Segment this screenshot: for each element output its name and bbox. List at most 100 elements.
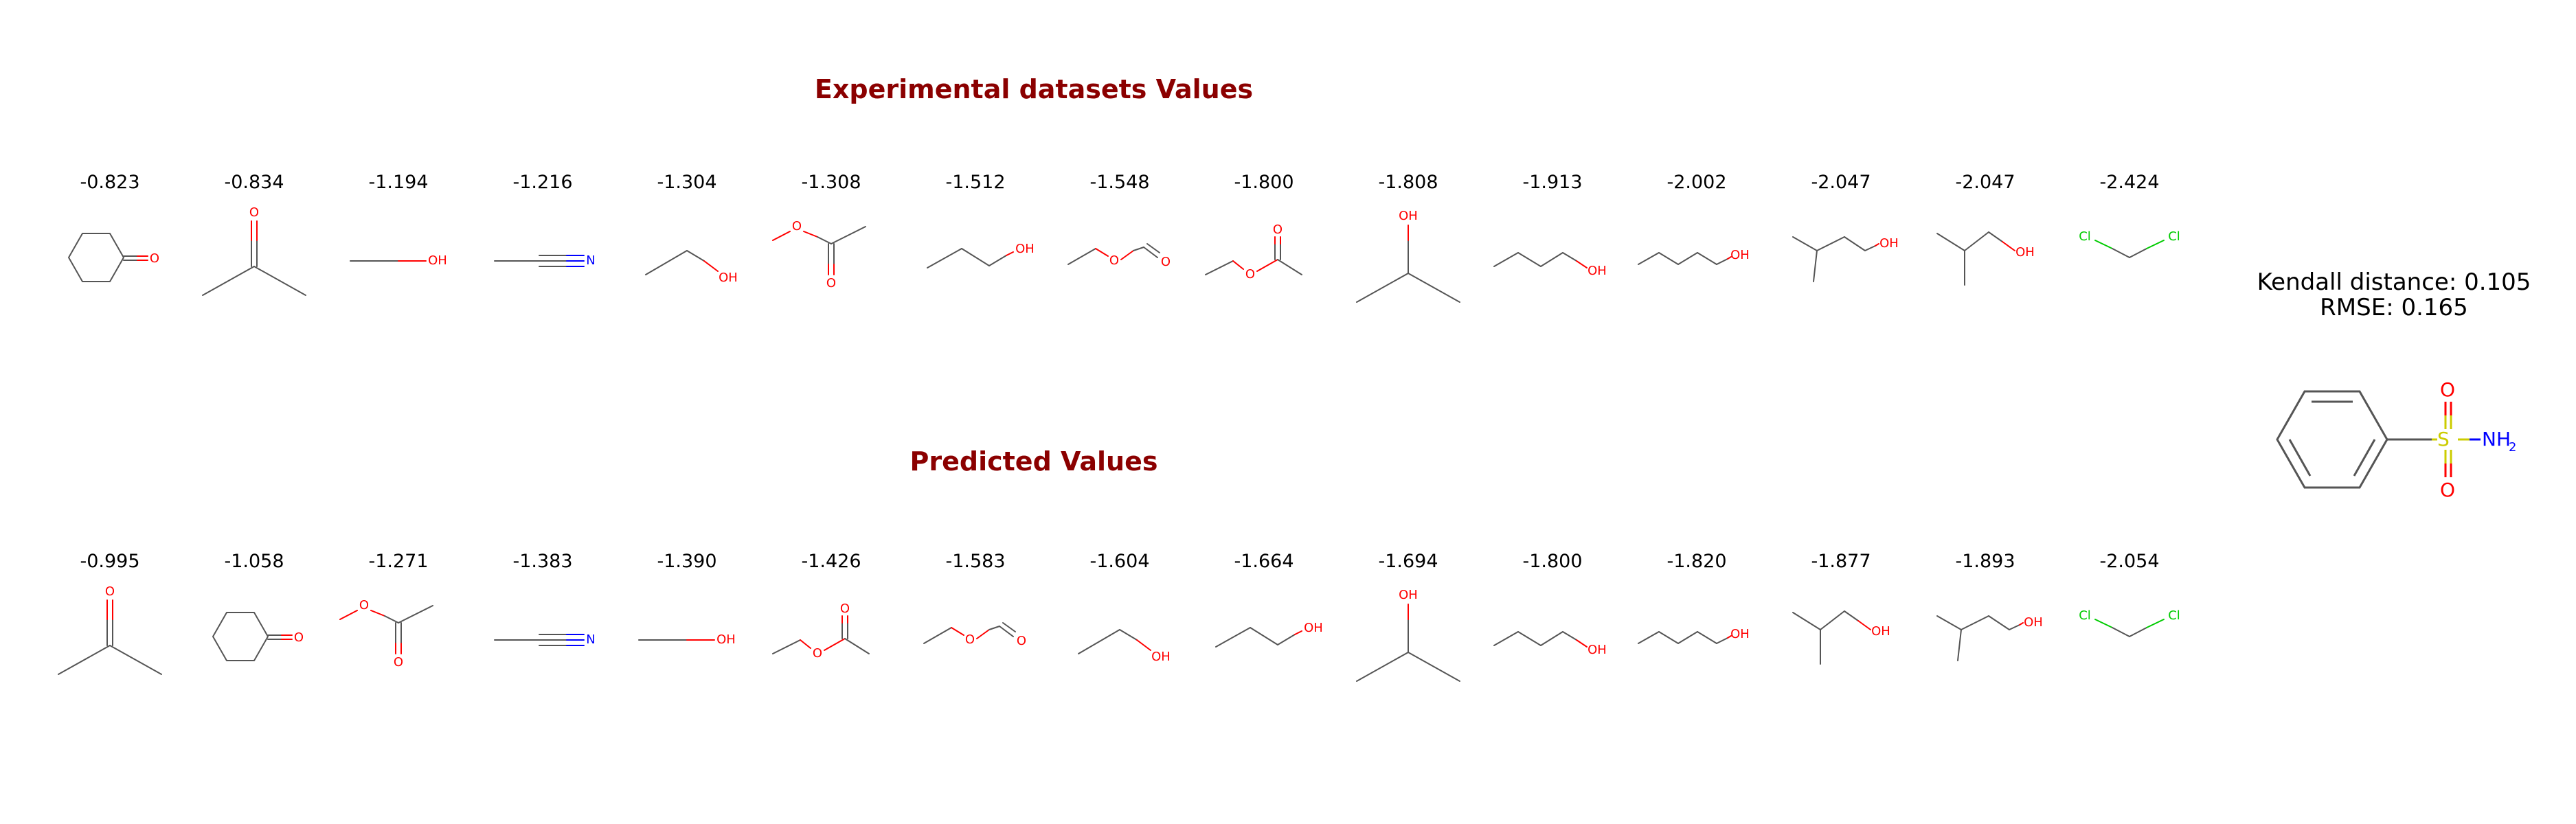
molecule-card: -1.820 OH bbox=[1625, 551, 1769, 729]
value-label: -2.047 bbox=[1811, 172, 1871, 193]
value-label: -1.893 bbox=[1955, 551, 2015, 572]
value-label: -1.800 bbox=[1234, 172, 1294, 193]
value-label: -1.308 bbox=[801, 172, 861, 193]
value-label: -2.002 bbox=[1667, 172, 1727, 193]
molecule-card: -0.995 O bbox=[38, 551, 182, 729]
molecule-card: -2.047 OH bbox=[1913, 172, 2057, 350]
structure-acetone: O bbox=[58, 584, 162, 675]
rmse: RMSE: 0.165 bbox=[2320, 294, 2468, 321]
oxygen-label: O bbox=[1161, 255, 1171, 269]
molecule-card: -1.426 O O bbox=[759, 551, 903, 729]
molecule-card: -1.694 OH bbox=[1336, 551, 1480, 729]
molecule-card: -1.664 OH bbox=[1192, 551, 1336, 729]
structure-propanol: OH bbox=[1215, 621, 1323, 648]
molecule-card: -1.913 OH bbox=[1480, 172, 1625, 350]
oxygen-label: O bbox=[105, 584, 115, 599]
molecule-card: -1.548 O O bbox=[1048, 172, 1192, 350]
value-label: -1.913 bbox=[1522, 172, 1583, 193]
structure-pentanol: OH bbox=[1638, 627, 1750, 644]
oxygen-label: O bbox=[394, 655, 403, 670]
hydroxyl-label: OH bbox=[2024, 615, 2043, 630]
oxygen-top-label: O bbox=[2440, 378, 2455, 401]
value-label: -0.995 bbox=[80, 551, 140, 572]
nitrogen-label: N bbox=[586, 632, 595, 647]
hydroxyl-label: OH bbox=[1871, 624, 1890, 639]
sulfur-label: S bbox=[2437, 428, 2450, 450]
value-label: -1.583 bbox=[945, 551, 1006, 572]
value-label: -1.271 bbox=[368, 551, 429, 572]
experimental-title: Experimental datasets Values bbox=[814, 74, 1254, 104]
oxygen-label: O bbox=[249, 205, 259, 220]
value-label: -1.216 bbox=[512, 172, 573, 193]
structure-ethanol: OH bbox=[645, 250, 738, 285]
molecule-card: -1.512 OH bbox=[903, 172, 1048, 350]
oxygen-label: O bbox=[792, 219, 802, 233]
molecule-card: -1.308 O O bbox=[759, 172, 903, 350]
hydroxyl-label: OH bbox=[1730, 248, 1750, 262]
oxygen-label: O bbox=[359, 598, 369, 613]
amine-label: NH bbox=[2482, 428, 2511, 450]
hydroxyl-label: OH bbox=[1588, 643, 1607, 657]
hydroxyl-label: OH bbox=[1151, 650, 1171, 664]
kendall-distance: Kendall distance: 0.105 bbox=[2257, 268, 2531, 296]
hydroxyl-label: OH bbox=[1588, 264, 1607, 278]
oxygen-label: O bbox=[1017, 634, 1026, 648]
molecule-card: -1.808 OH bbox=[1336, 172, 1480, 350]
chlorine-label: Cl bbox=[2168, 229, 2180, 244]
molecule-card: -2.002 OH bbox=[1625, 172, 1769, 350]
oxygen-label: O bbox=[813, 646, 822, 661]
value-label: -1.390 bbox=[657, 551, 717, 572]
structure-acetonitrile: N bbox=[494, 632, 596, 647]
oxygen-label: O bbox=[1273, 222, 1283, 237]
hydroxyl-label: OH bbox=[1015, 242, 1035, 256]
chlorine-label: Cl bbox=[2079, 229, 2091, 244]
molecule-card: -2.054 Cl Cl bbox=[2057, 551, 2202, 729]
hydroxyl-label: OH bbox=[719, 271, 738, 285]
structure-dichloroethane: Cl Cl bbox=[2079, 229, 2180, 258]
molecule-card: -1.390 OH bbox=[615, 551, 759, 729]
value-label: -1.383 bbox=[512, 551, 573, 572]
value-label: -1.808 bbox=[1378, 172, 1438, 193]
structure-isopentanol: OH bbox=[1936, 615, 2043, 661]
structure-isopropanol: OH bbox=[1356, 588, 1460, 682]
structure-methanol: OH bbox=[350, 253, 447, 268]
oxygen-bottom-label: O bbox=[2440, 479, 2455, 501]
structure-butanol: OH bbox=[1493, 631, 1607, 657]
hydroxyl-label: OH bbox=[1399, 588, 1418, 602]
molecule-card: -1.058 O bbox=[182, 551, 326, 729]
molecule-card: -1.604 OH bbox=[1048, 551, 1192, 729]
value-label: -0.823 bbox=[80, 172, 140, 193]
value-label: -1.058 bbox=[224, 551, 284, 572]
molecule-card: -1.304 OH bbox=[615, 172, 759, 350]
value-label: -1.694 bbox=[1378, 551, 1438, 572]
structure-acetonitrile: N bbox=[494, 253, 596, 268]
chlorine-label: Cl bbox=[2168, 608, 2180, 623]
metrics-panel: Kendall distance: 0.105 RMSE: 0.165 bbox=[2257, 270, 2531, 321]
oxygen-label: O bbox=[1245, 267, 1255, 282]
oxygen-label: O bbox=[1109, 253, 1119, 268]
hydroxyl-label: OH bbox=[1304, 621, 1323, 635]
oxygen-label: O bbox=[965, 632, 975, 647]
amine-subscript: 2 bbox=[2509, 440, 2516, 455]
value-label: -2.424 bbox=[2099, 172, 2160, 193]
hydroxyl-label: OH bbox=[716, 632, 736, 647]
structure-ethanol: OH bbox=[1078, 629, 1171, 664]
value-label: -1.820 bbox=[1667, 551, 1727, 572]
structure-propanol: OH bbox=[927, 242, 1035, 268]
molecule-card: -1.877 OH bbox=[1769, 551, 1913, 729]
oxygen-label: O bbox=[150, 251, 159, 266]
value-label: -1.877 bbox=[1811, 551, 1871, 572]
molecule-card: -1.583 O O bbox=[903, 551, 1048, 729]
chlorine-label: Cl bbox=[2079, 608, 2091, 623]
molecule-card: -1.216 N bbox=[471, 172, 615, 350]
molecule-card: -1.383 N bbox=[471, 551, 615, 729]
value-label: -1.664 bbox=[1234, 551, 1294, 572]
value-label: -1.194 bbox=[368, 172, 429, 193]
reference-molecule: S O O NH 2 bbox=[2276, 378, 2516, 501]
molecule-card: -2.424 Cl Cl bbox=[2057, 172, 2202, 350]
value-label: -1.604 bbox=[1089, 551, 1150, 572]
molecule-card: -0.834 O bbox=[182, 172, 326, 350]
structure-isobutanol: OH bbox=[1936, 231, 2035, 286]
